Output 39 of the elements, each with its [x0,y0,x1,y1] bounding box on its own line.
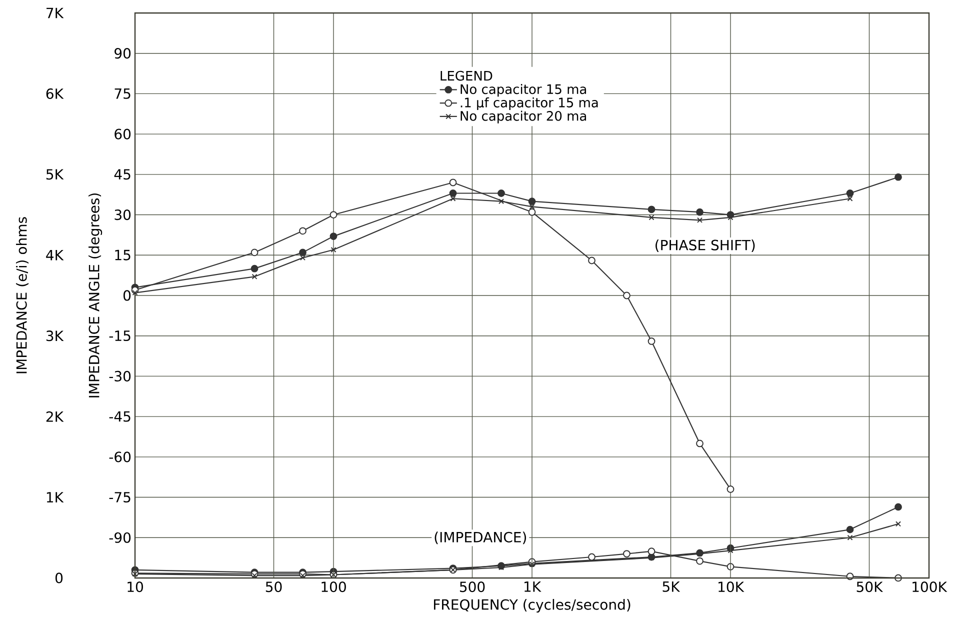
y2-tick-label: 7K [46,8,64,18]
y-tick-label: -90 [109,532,131,543]
x-tick-label: 1K [524,582,542,592]
y2-tick-label: 1K [46,492,64,502]
y-axis-title: IMPEDANCE ANGLE (degrees) [88,193,102,398]
x-tick-label: 50K [856,582,884,592]
legend-label: No capacitor 15 ma [460,84,586,97]
x-tick-label: 100K [912,582,948,592]
y-tick-label: 75 [114,88,130,99]
x-tick-label: 10 [128,582,143,592]
y-tick-label: -45 [109,411,130,422]
x-tick-label: 100 [322,582,346,592]
x-tick-label: 10K [718,582,744,592]
x-tick-label: 50 [266,582,282,592]
y2-tick-label: 4K [46,250,64,260]
y-tick-label: 0 [123,290,131,301]
y-tick-label: -75 [109,492,130,502]
y-tick-label: -30 [109,370,131,382]
y2-tick-label: 0 [55,572,63,584]
legend-title: LEGEND [440,70,492,81]
y2-tick-label: 3K [46,330,64,342]
y2-tick-label: 5K [46,169,64,180]
y-tick-label: 90 [114,48,131,59]
y2-axis-title: IMPEDANCE (e/i) ohms [16,217,29,374]
y-tick-label: 60 [114,128,131,140]
legend-label: No capacitor 20 ma [460,110,586,124]
annotation: (IMPEDANCE) [434,532,526,544]
y-tick-label: 45 [114,169,130,180]
y2-tick-label: 6K [46,88,64,100]
x-axis-title: FREQUENCY (cycles/second) [434,598,630,613]
y-tick-label: 15 [115,250,130,260]
x-tick-label: 5K [662,582,680,592]
legend-label: .1 µf capacitor 15 ma [460,97,598,110]
y2-tick-label: 2K [46,411,64,422]
y-tick-label: -15 [109,330,130,342]
y-tick-label: 30 [114,209,131,220]
annotation: (PHASE SHIFT) [656,240,755,252]
x-tick-label: 500 [460,582,485,592]
y-tick-label: -60 [109,452,131,462]
